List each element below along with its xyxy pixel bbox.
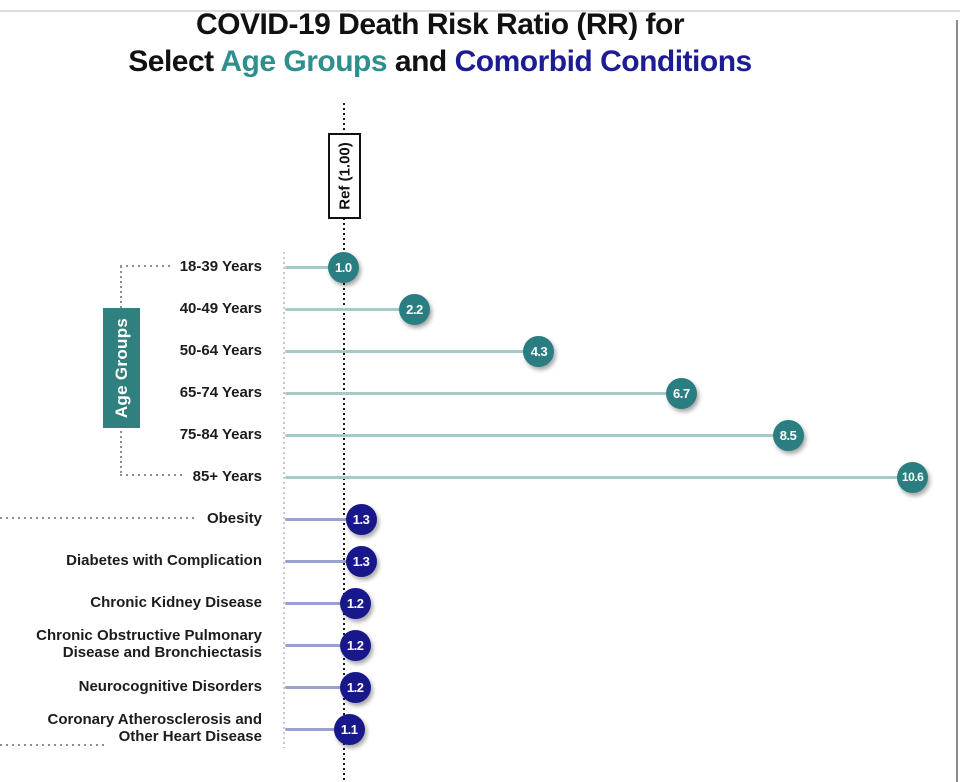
reference-line xyxy=(343,103,345,782)
row-stem xyxy=(285,559,362,563)
row-stem xyxy=(285,391,682,395)
reference-label: Ref (1.00) xyxy=(336,142,353,210)
value-marker: 1.3 xyxy=(345,545,377,577)
row-label: Obesity xyxy=(206,509,262,527)
value-marker: 8.5 xyxy=(772,419,804,451)
value-marker: 2.2 xyxy=(398,293,430,325)
row-label: 18-39 Years xyxy=(179,257,262,275)
age-bracket-top xyxy=(120,265,173,267)
row-label: Neurocognitive Disorders xyxy=(78,677,262,695)
top-border-line xyxy=(0,10,960,12)
value-marker: 1.0 xyxy=(327,251,359,283)
row-label: 50-64 Years xyxy=(179,341,262,359)
row-stem xyxy=(285,433,789,437)
age-groups-label-box: Age Groups xyxy=(103,308,140,428)
row-stem xyxy=(285,727,350,731)
row-label: Chronic Obstructive Pulmonary Disease and… xyxy=(36,627,262,661)
value-marker: 10.6 xyxy=(897,461,929,493)
row-label: Diabetes with Complication xyxy=(66,551,262,569)
row-stem xyxy=(285,307,415,311)
chart-title: COVID-19 Death Risk Ratio (RR) for Selec… xyxy=(0,6,880,80)
value-marker: 1.2 xyxy=(339,671,371,703)
row-label: Chronic Kidney Disease xyxy=(90,593,262,611)
row-label: 75-84 Years xyxy=(179,425,262,443)
row-stem xyxy=(285,265,344,269)
comorbid-bracket-top xyxy=(0,517,198,519)
reference-label-box: Ref (1.00) xyxy=(328,133,361,219)
row-stem xyxy=(285,601,356,605)
value-marker: 6.7 xyxy=(665,377,697,409)
value-marker: 1.3 xyxy=(345,503,377,535)
row-stem xyxy=(285,517,362,521)
value-marker: 1.1 xyxy=(333,713,365,745)
title-age-groups: Age Groups xyxy=(220,45,388,78)
zero-axis-line xyxy=(283,252,285,748)
comorbid-bracket-bottom xyxy=(0,744,104,746)
age-bracket-bottom xyxy=(120,474,184,476)
value-marker: 4.3 xyxy=(523,335,555,367)
right-border-line xyxy=(956,20,958,782)
row-label: 65-74 Years xyxy=(179,383,262,401)
row-stem xyxy=(285,475,913,479)
title-and: and xyxy=(387,45,455,78)
row-stem xyxy=(285,349,539,353)
title-comorbid-conditions: Comorbid Conditions xyxy=(454,45,753,78)
value-marker: 1.2 xyxy=(339,629,371,661)
title-line2: Select Age Groups and Comorbid Condition… xyxy=(0,43,880,80)
value-marker: 1.2 xyxy=(339,587,371,619)
row-label: Coronary Atherosclerosis and Other Heart … xyxy=(47,711,262,745)
title-line1: COVID-19 Death Risk Ratio (RR) for xyxy=(195,8,685,41)
row-stem xyxy=(285,685,356,689)
row-stem xyxy=(285,643,356,647)
row-label: 85+ Years xyxy=(192,467,262,485)
row-label: 40-49 Years xyxy=(179,299,262,317)
age-groups-label: Age Groups xyxy=(111,317,131,419)
title-select: Select xyxy=(128,45,221,78)
